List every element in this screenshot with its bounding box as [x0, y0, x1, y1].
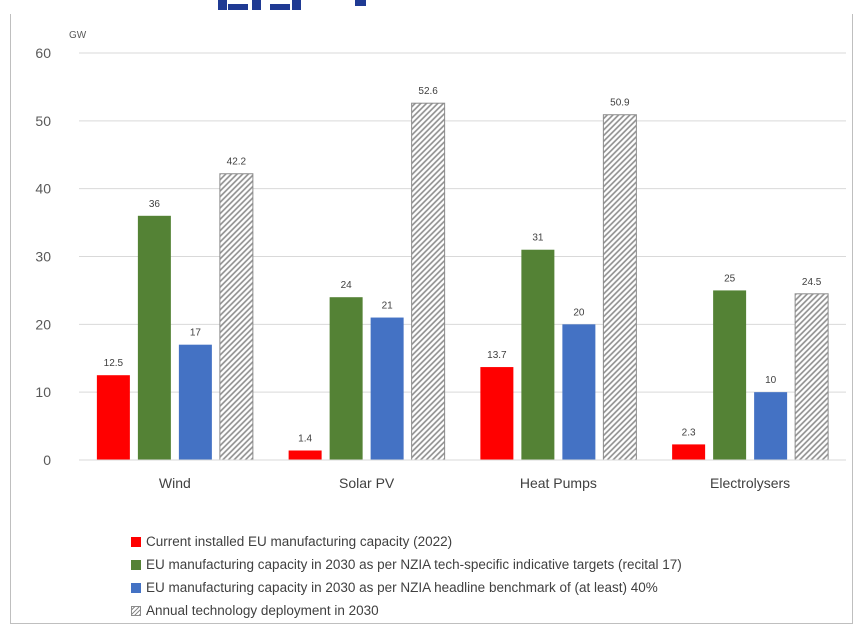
bar-wind-series-4: [219, 173, 254, 461]
data-label: 50.9: [610, 98, 630, 109]
legend-label: Annual technology deployment in 2030: [146, 603, 379, 618]
bar-chart: 0 10 20 30 40 50 60 GW 12.5 36 17 42.2 Wind 1.4 24 21 52…: [35, 30, 846, 491]
y-tick-label: 0: [43, 452, 51, 468]
data-label: 24.5: [802, 277, 822, 288]
data-label: 21: [382, 301, 394, 312]
data-label: 24: [341, 280, 353, 291]
data-label: 36: [149, 199, 161, 210]
data-label: 20: [573, 307, 585, 318]
header-fragment-shape-1: [228, 4, 248, 10]
legend-item-1: Current installed EU manufacturing capac…: [131, 530, 682, 553]
bar-electrolysers-series-4: [794, 293, 829, 461]
data-label: 42.2: [227, 157, 247, 168]
data-label: 17: [190, 328, 202, 339]
data-label: 10: [765, 375, 777, 386]
bar-electrolysers-series-1: [672, 444, 706, 460]
bar-wind-series-3: [178, 344, 212, 460]
data-label: 2.3: [682, 427, 696, 438]
bar-wind-series-1: [96, 375, 130, 460]
bar-solar-pv-series-4: [411, 102, 446, 461]
header-fragment-shape-0: [218, 0, 227, 10]
legend-label: Current installed EU manufacturing capac…: [146, 534, 453, 549]
data-label: 25: [724, 273, 736, 284]
y-tick-label: 40: [35, 181, 51, 197]
x-category-label: Electrolysers: [710, 475, 790, 491]
header-fragment-shape-3: [270, 4, 290, 10]
y-tick-label: 30: [35, 249, 51, 265]
y-tick-label: 50: [35, 113, 51, 129]
legend-item-3: EU manufacturing capacity in 2030 as per…: [131, 576, 682, 599]
legend: Current installed EU manufacturing capac…: [131, 530, 682, 622]
header-fragment-shape-2: [252, 0, 261, 10]
legend-item-4: Annual technology deployment in 2030: [131, 599, 682, 622]
bar-heat-pumps-series-4: [602, 114, 637, 461]
data-label: 12.5: [104, 358, 124, 369]
y-tick-label: 10: [35, 384, 51, 400]
bar-heat-pumps-series-1: [480, 367, 514, 460]
header-fragment-shape-4: [292, 0, 301, 10]
data-label: 13.7: [487, 350, 507, 361]
bar-wind-series-2: [137, 215, 171, 460]
chart-frame: 0 10 20 30 40 50 60 GW 12.5 36 17 42.2 Wind 1.4 24 21 52…: [10, 14, 853, 624]
y-tick-label: 60: [35, 45, 51, 61]
y-tick-label: 20: [35, 316, 51, 332]
legend-swatch: [131, 559, 141, 570]
bar-electrolysers-series-3: [754, 392, 788, 460]
legend-swatch: [131, 605, 141, 616]
data-label: 31: [532, 233, 544, 244]
header-logo-fragment: [218, 0, 366, 10]
header-fragment-shape-5: [355, 0, 366, 6]
legend-item-2: EU manufacturing capacity in 2030 as per…: [131, 553, 682, 576]
bar-heat-pumps-series-3: [562, 324, 596, 460]
x-category-label: Solar PV: [339, 475, 395, 491]
x-category-label: Heat Pumps: [520, 475, 597, 491]
bar-solar-pv-series-2: [329, 297, 363, 460]
bar-solar-pv-series-3: [370, 317, 404, 460]
bar-solar-pv-series-1: [288, 450, 322, 460]
legend-swatch: [131, 582, 141, 593]
legend-swatch: [131, 536, 141, 547]
data-label: 1.4: [298, 434, 312, 445]
legend-label: EU manufacturing capacity in 2030 as per…: [146, 557, 682, 572]
bar-heat-pumps-series-2: [521, 249, 555, 460]
x-category-label: Wind: [159, 475, 191, 491]
bar-electrolysers-series-2: [713, 290, 747, 460]
data-label: 52.6: [418, 86, 438, 97]
legend-label: EU manufacturing capacity in 2030 as per…: [146, 580, 658, 595]
y-unit-label: GW: [69, 30, 87, 41]
